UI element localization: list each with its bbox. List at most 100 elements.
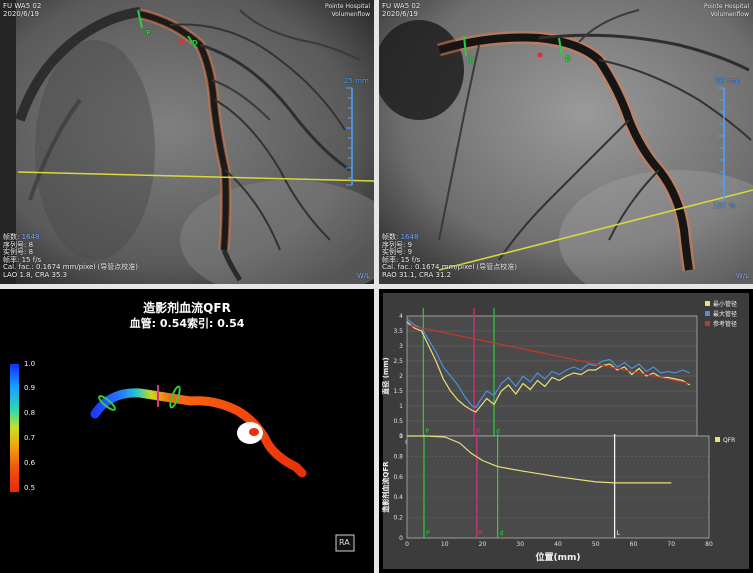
angiogram-image-left bbox=[0, 0, 374, 284]
series-row: 序列号: 9 bbox=[382, 240, 413, 249]
angiogram-view-left[interactable]: FU WA5 02 2020/6/19 Pointe Hospital Volu… bbox=[0, 0, 374, 284]
projection-text: LAO 1.8, CRA 35.3 bbox=[3, 270, 68, 279]
study-info-right: FU WA5 02 2020/6/19 bbox=[382, 2, 421, 18]
institution-info-right: Pointe Hospital Volumenflow bbox=[704, 3, 749, 18]
colorbar-ticks: 1.0 0.9 0.8 0.7 0.6 0.5 bbox=[24, 360, 44, 495]
institution-name: Pointe Hospital bbox=[325, 3, 370, 10]
tick-0.6: 0.6 bbox=[24, 459, 36, 467]
institution-name: Pointe Hospital bbox=[704, 3, 749, 10]
marker-label-d: d bbox=[500, 530, 504, 537]
marker-label-l: L bbox=[617, 530, 621, 537]
window-level-label: W/L bbox=[356, 271, 370, 280]
y-tick-label: 3 bbox=[399, 343, 403, 350]
institution-sub: Volumenflow bbox=[331, 10, 370, 18]
frame-rate-row: 帧率: 15 f/s bbox=[382, 255, 421, 264]
vessel-label: 血管: bbox=[129, 317, 157, 330]
projection-text: RAO 31.1, CRA 31.2 bbox=[382, 270, 452, 279]
y-axis-label: 直径 (mm) bbox=[381, 357, 390, 394]
frame-info-left: 帧数: 1648 序列号: 8 实例号: 8 帧率: 15 f/s Cal. f… bbox=[3, 233, 138, 279]
y-tick-label: 0 bbox=[399, 433, 403, 440]
y-tick-label: 3.5 bbox=[393, 328, 403, 335]
patient-id: FU WA5 02 bbox=[382, 2, 421, 10]
x-tick-label: 40 bbox=[554, 541, 562, 548]
qfr-vessel-render bbox=[10, 364, 355, 552]
marker-p-label: P bbox=[469, 57, 475, 65]
plot-area bbox=[407, 436, 709, 538]
calibration-text: Cal. fac.: 0.1674 mm/pixel (导管点校准) bbox=[382, 263, 517, 271]
index-label: 索引: bbox=[187, 317, 214, 330]
y-tick-label: 2.5 bbox=[393, 358, 403, 365]
marker-p-label: P bbox=[146, 29, 152, 37]
marker-label-d: d bbox=[496, 428, 500, 435]
y-tick-label: 0.4 bbox=[393, 494, 403, 501]
study-info-left: FU WA5 02 2020/6/19 bbox=[3, 2, 42, 18]
y-tick-label: 1 bbox=[399, 433, 403, 440]
instance-row: 实例号: 8 bbox=[3, 248, 34, 256]
study-date: 2020/6/19 bbox=[382, 9, 418, 18]
angiogram-view-right[interactable]: FU WA5 02 2020/6/19 Pointe Hospital Volu… bbox=[379, 0, 753, 284]
institution-sub: Volumenflow bbox=[710, 10, 749, 18]
marker-label-p: P bbox=[426, 530, 430, 537]
series-line-参考管径 bbox=[406, 324, 690, 385]
qfr-plots-panel[interactable]: 00.511.522.533.5401020304050607080PRd最小管… bbox=[379, 289, 753, 573]
y-tick-label: 1.5 bbox=[393, 388, 403, 395]
x-tick-label: 70 bbox=[667, 541, 675, 548]
marker-d-label: D bbox=[565, 55, 571, 63]
y-tick-label: 4 bbox=[399, 313, 403, 320]
legend-swatch bbox=[715, 437, 720, 442]
orientation-cube[interactable] bbox=[335, 534, 355, 552]
index-qfr-value: 0.54 bbox=[217, 317, 245, 330]
marker-d-label: D bbox=[192, 39, 198, 47]
tick-0.7: 0.7 bbox=[24, 434, 36, 442]
legend-label: 最大管径 bbox=[713, 310, 737, 318]
y-tick-label: 0 bbox=[399, 535, 403, 542]
series-line-最大管径 bbox=[406, 318, 691, 409]
x-tick-label: 50 bbox=[592, 541, 600, 548]
marker-label-p: P bbox=[425, 428, 429, 435]
x-tick-label: 20 bbox=[479, 541, 487, 548]
scale-label: 20 mm bbox=[715, 77, 740, 85]
qfr-title: 造影剂血流QFR bbox=[143, 301, 231, 315]
legend-label: 参考管径 bbox=[713, 320, 737, 328]
x-tick-label: 30 bbox=[516, 541, 524, 548]
y-tick-label: 2 bbox=[399, 373, 403, 380]
y-axis-label: 造影剂血流QFR bbox=[381, 461, 390, 513]
series-row: 序列号: 8 bbox=[3, 240, 34, 249]
frame-rate-row: 帧率: 15 f/s bbox=[3, 255, 42, 264]
x-tick-label: 10 bbox=[441, 541, 449, 548]
tick-0.8: 0.8 bbox=[24, 409, 36, 417]
frame-count-row: 帧数: 1648 bbox=[3, 233, 40, 241]
legend-swatch bbox=[705, 301, 710, 306]
zoom-label: 107 % bbox=[713, 202, 736, 210]
frame-count-row: 帧数: 1648 bbox=[382, 233, 419, 241]
x-tick-label: 60 bbox=[630, 541, 638, 548]
qfr-vessel-view[interactable]: 造影剂血流QFR 血管: 0.54索引: 0.54 bbox=[0, 289, 374, 573]
x-axis-label: 位置(mm) bbox=[536, 551, 581, 563]
x-tick-label: 0 bbox=[405, 541, 409, 548]
institution-info-left: Pointe Hospital Volumenflow bbox=[325, 3, 370, 18]
vessel-3d-model bbox=[90, 388, 307, 478]
y-tick-label: 0.6 bbox=[393, 474, 403, 481]
marker-label-r: R bbox=[479, 530, 483, 537]
qfr-values: 血管: 0.54索引: 0.54 bbox=[0, 315, 374, 331]
vessel-qfr-value: 0.54 bbox=[159, 317, 187, 330]
qfr-plots: 00.511.522.533.5401020304050607080PRd最小管… bbox=[381, 293, 749, 569]
legend-label: 最小管径 bbox=[713, 300, 737, 308]
series-line-QFR bbox=[407, 435, 672, 484]
colorbar bbox=[10, 364, 19, 492]
instance-row: 实例号: 9 bbox=[382, 248, 413, 256]
legend-label: QFR bbox=[723, 437, 735, 444]
plot-border bbox=[406, 435, 710, 539]
y-tick-label: 0.5 bbox=[393, 418, 403, 425]
x-tick-label: 80 bbox=[705, 541, 713, 548]
tick-1.0: 1.0 bbox=[24, 360, 36, 368]
tick-0.5: 0.5 bbox=[24, 484, 36, 492]
tick-0.9: 0.9 bbox=[24, 384, 36, 392]
frame-info-right: 帧数: 1648 序列号: 9 实例号: 9 帧率: 15 f/s Cal. f… bbox=[382, 233, 517, 279]
scale-label: 25 mm bbox=[344, 77, 369, 85]
series-line-最小管径 bbox=[406, 321, 691, 413]
orientation-label: RA bbox=[339, 538, 350, 547]
marker-label-r: R bbox=[476, 428, 480, 435]
patient-id: FU WA5 02 bbox=[3, 2, 42, 10]
y-tick-label: 0.8 bbox=[393, 453, 403, 460]
